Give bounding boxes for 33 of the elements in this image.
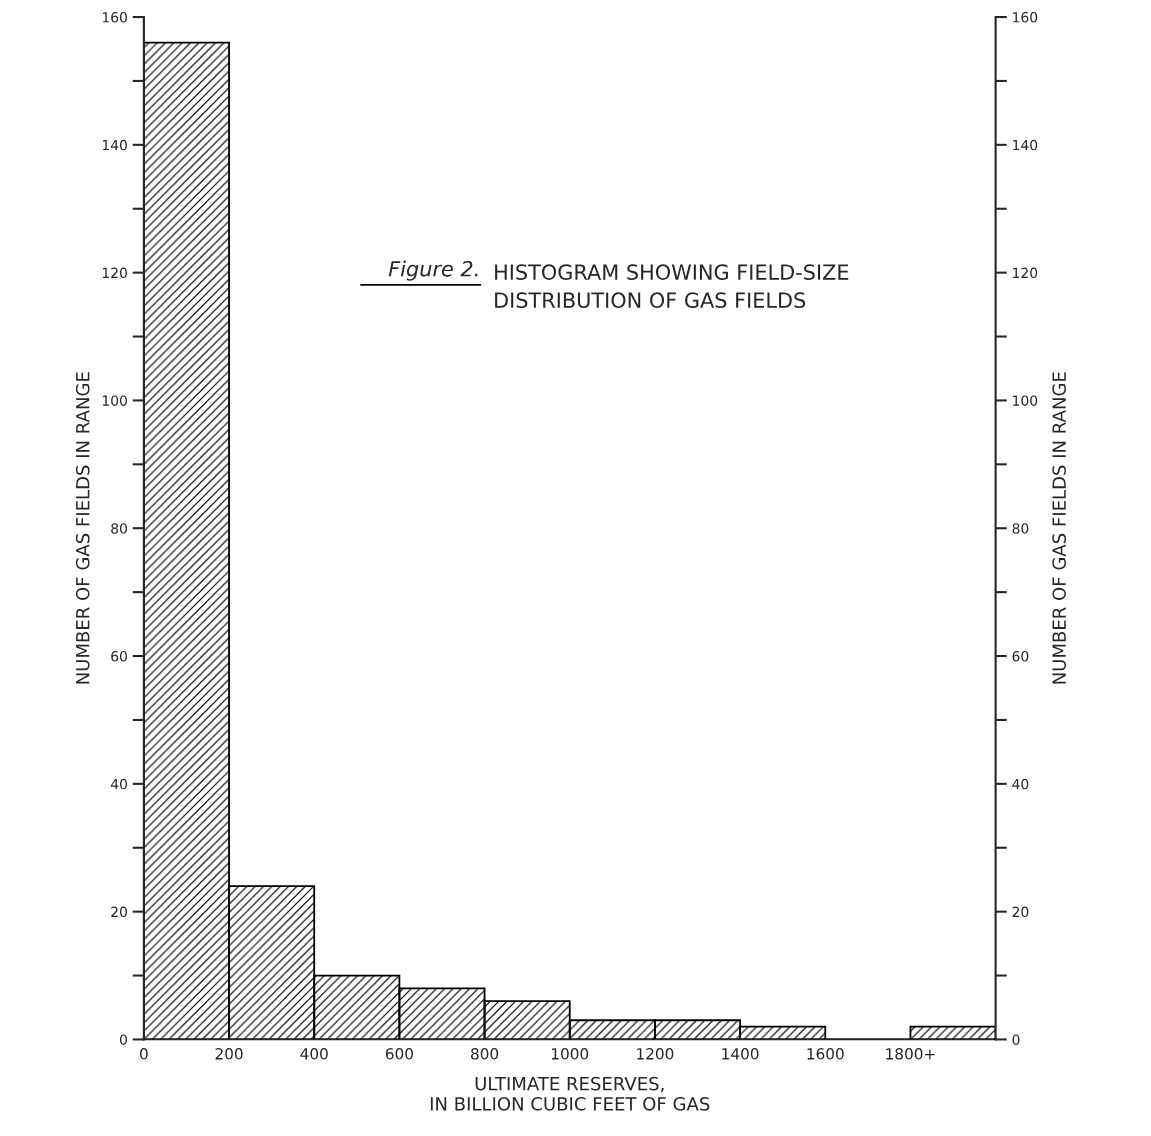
y-tick-label: 40	[110, 778, 127, 790]
x-tick-label: 600	[385, 1048, 413, 1060]
x-tick-label: 1600	[807, 1048, 844, 1060]
x-tick-label: 800	[471, 1048, 499, 1060]
y-tick-label: 60	[111, 651, 127, 662]
y2-tick-label: 20	[1012, 906, 1029, 918]
x-tick-label: 1000	[551, 1048, 589, 1060]
y2-tick-label: 40	[1012, 778, 1029, 790]
annotation: Figure 2.	[388, 260, 478, 281]
x-tick-label: 1400	[722, 1048, 759, 1060]
y2-tick-label: 60	[1012, 651, 1029, 662]
y2-tick-label: 140	[1013, 139, 1038, 151]
y-tick-label: 140	[102, 139, 127, 151]
y-tick-label: 0	[119, 1034, 127, 1045]
x-tick-label: 0	[140, 1048, 148, 1060]
y-tick-label: 80	[111, 523, 127, 534]
x-tick-label: 400	[300, 1048, 328, 1060]
y2-tick-label: 80	[1012, 523, 1029, 534]
y-tick-label: 20	[111, 906, 127, 918]
x-tick-label: 1200	[637, 1048, 674, 1060]
y-axis-title: NUMBER OF GAS FIELDS IN RANGE	[75, 372, 90, 684]
y2-tick-label: 100	[1013, 395, 1038, 406]
y-tick-label: 160	[102, 12, 127, 23]
x-tick-label: 200	[215, 1048, 243, 1060]
y2-tick-label: 160	[1013, 12, 1038, 23]
x-axis-title: ULTIMATE RESERVES, IN BILLION CUBIC FEET OF GAS	[430, 1076, 710, 1111]
x-tick-label: 1800+	[886, 1048, 935, 1060]
y2-tick-label: 120	[1013, 267, 1038, 279]
y-tick-label: 100	[102, 395, 127, 406]
text: HISTOGRAM SHOWING FIELD-SIZE DISTRIBUTION OF GAS FIELDS	[495, 264, 849, 309]
y2-tick-label: 0	[1012, 1034, 1020, 1045]
y-tick-label: 120	[102, 267, 127, 279]
y2-axis-title: NUMBER OF GAS FIELDS IN RANGE	[1052, 372, 1066, 684]
